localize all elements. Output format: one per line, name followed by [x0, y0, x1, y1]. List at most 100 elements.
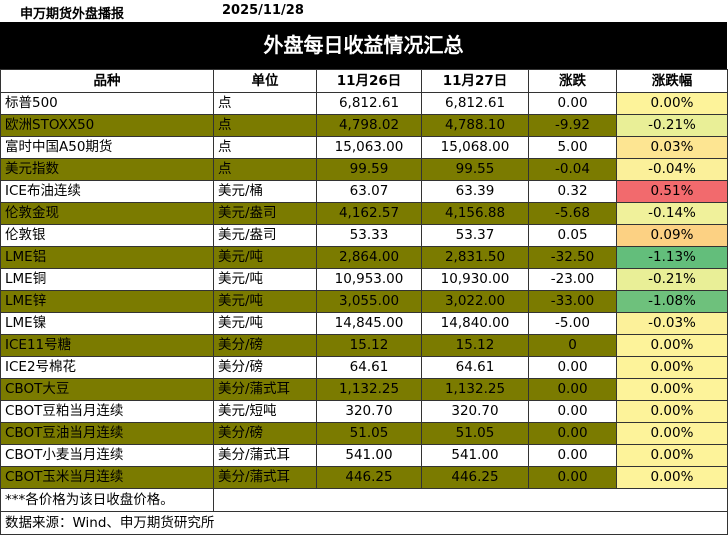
- cell-pct: -1.08%: [616, 290, 728, 313]
- cell-unit: 美分/蒲式耳: [213, 444, 317, 467]
- source-row: 数据来源：Wind、申万期货研究所: [0, 511, 728, 535]
- cell-name: 美元指数: [0, 158, 214, 181]
- cell-change: 5.00: [528, 136, 617, 159]
- column-header-date1: 11月26日: [316, 69, 422, 93]
- cell-pct: 0.00%: [616, 334, 728, 357]
- cell-unit: 美元/吨: [213, 290, 317, 313]
- cell-unit: 美元/短吨: [213, 400, 317, 423]
- table-row: LME镍 美元/吨 14,845.00 14,840.00 -5.00 -0.03%: [0, 312, 728, 335]
- cell-unit: 点: [213, 136, 317, 159]
- cell-change: -9.92: [528, 114, 617, 137]
- table-row: 富时中国A50期货点 15,063.00 15,068.00 5.00 0.03%: [0, 136, 728, 159]
- cell-date2: 99.55: [421, 158, 529, 181]
- cell-unit: 点: [213, 114, 317, 137]
- cell-date2: 320.70: [421, 400, 529, 423]
- cell-change: 0.00: [528, 356, 617, 379]
- cell-change: 0.00: [528, 444, 617, 467]
- cell-date2: 14,840.00: [421, 312, 529, 335]
- source-line: 数据来源：Wind、申万期货研究所: [0, 511, 728, 535]
- cell-change: 0.00: [528, 378, 617, 401]
- table-row: LME铜 美元/吨 10,953.00 10,930.00 -23.00 -0.21%: [0, 268, 728, 291]
- cell-unit: 美元/桶: [213, 180, 317, 203]
- cell-date2: 6,812.61: [421, 92, 529, 115]
- cell-name: ICE布油连续: [0, 180, 214, 203]
- cell-date2: 63.39: [421, 180, 529, 203]
- cell-unit: 点: [213, 158, 317, 181]
- cell-date2: 3,022.00: [421, 290, 529, 313]
- cell-unit: 美元/盎司: [213, 202, 317, 225]
- cell-name: ICE2号棉花: [0, 356, 214, 379]
- cell-name: LME镍: [0, 312, 214, 335]
- cell-date2: 541.00: [421, 444, 529, 467]
- cell-change: 0.00: [528, 422, 617, 445]
- table-row: LME锌 美元/吨 3,055.00 3,022.00 -33.00 -1.08%: [0, 290, 728, 313]
- report-source: 申万期货外盘播报: [20, 7, 125, 22]
- cell-change: 0.00: [528, 400, 617, 423]
- cell-date1: 3,055.00: [316, 290, 422, 313]
- footnote-row: ***各价格为该日收盘价格。: [0, 488, 728, 512]
- cell-date1: 53.33: [316, 224, 422, 247]
- cell-pct: 0.51%: [616, 180, 728, 203]
- cell-change: -32.50: [528, 246, 617, 269]
- cell-change: -5.68: [528, 202, 617, 225]
- cell-change: -23.00: [528, 268, 617, 291]
- cell-pct: 0.03%: [616, 136, 728, 159]
- cell-name: 标普500: [0, 92, 214, 115]
- cell-name: 富时中国A50期货: [0, 136, 214, 159]
- cell-pct: 0.00%: [616, 444, 728, 467]
- cell-change: 0.32: [528, 180, 617, 203]
- cell-date2: 15.12: [421, 334, 529, 357]
- cell-name: ICE11号糖: [0, 334, 214, 357]
- cell-date1: 51.05: [316, 422, 422, 445]
- cell-name: CBOT豆粕当月连续: [0, 400, 214, 423]
- cell-name: 伦敦金现: [0, 202, 214, 225]
- report-header: 申万期货外盘播报 2025/11/28: [0, 0, 727, 22]
- cell-date2: 446.25: [421, 466, 529, 489]
- footnote: ***各价格为该日收盘价格。: [0, 488, 214, 512]
- cell-pct: 0.00%: [616, 356, 728, 379]
- table-row: CBOT豆粕当月连续 美元/短吨 320.70 320.70 0.00 0.00%: [0, 400, 728, 423]
- cell-change: -0.04: [528, 158, 617, 181]
- table-row: 标普500 点 6,812.61 6,812.61 0.00 0.00%: [0, 92, 728, 115]
- cell-date2: 15,068.00: [421, 136, 529, 159]
- table-row: CBOT豆油当月连续 美分/磅 51.05 51.05 0.00 0.00%: [0, 422, 728, 445]
- report-title: 外盘每日收益情况汇总: [0, 22, 727, 69]
- table-row: 欧洲STOXX50 点 4,798.02 4,788.10 -9.92 -0.21%: [0, 114, 728, 137]
- cell-date1: 320.70: [316, 400, 422, 423]
- cell-name: LME铝: [0, 246, 214, 269]
- table-row: ICE2号棉花 美分/磅 64.61 64.61 0.00 0.00%: [0, 356, 728, 379]
- cell-change: -5.00: [528, 312, 617, 335]
- cell-unit: 美分/磅: [213, 422, 317, 445]
- table-row: 伦敦银 美元/盎司 53.33 53.37 0.05 0.09%: [0, 224, 728, 247]
- table-row: ICE布油连续 美元/桶 63.07 63.39 0.32 0.51%: [0, 180, 728, 203]
- cell-date1: 14,845.00: [316, 312, 422, 335]
- cell-date1: 446.25: [316, 466, 422, 489]
- cell-change: -33.00: [528, 290, 617, 313]
- table-row: CBOT大豆 美分/蒲式耳 1,132.25 1,132.25 0.00 0.00%: [0, 378, 728, 401]
- cell-pct: -0.14%: [616, 202, 728, 225]
- column-header-change: 涨跌: [528, 69, 617, 93]
- cell-pct: 0.09%: [616, 224, 728, 247]
- table-row: 伦敦金现 美元/盎司 4,162.57 4,156.88 -5.68 -0.14%: [0, 202, 728, 225]
- table-row: ICE11号糖 美分/磅 15.12 15.12 0 0.00%: [0, 334, 728, 357]
- cell-pct: 0.00%: [616, 92, 728, 115]
- cell-unit: 美元/盎司: [213, 224, 317, 247]
- cell-date1: 2,864.00: [316, 246, 422, 269]
- cell-date1: 4,798.02: [316, 114, 422, 137]
- cell-date2: 10,930.00: [421, 268, 529, 291]
- footnote-blank: [213, 488, 728, 512]
- table-row: CBOT玉米当月连续 美分/蒲式耳 446.25 446.25 0.00 0.00%: [0, 466, 728, 489]
- table-row: 美元指数点 99.59 99.55 -0.04 -0.04%: [0, 158, 728, 181]
- table-header-row: 品种 单位 11月26日 11月27日 涨跌 涨跌幅: [0, 69, 728, 93]
- cell-date1: 99.59: [316, 158, 422, 181]
- cell-pct: -1.13%: [616, 246, 728, 269]
- cell-name: CBOT小麦当月连续: [0, 444, 214, 467]
- cell-pct: -0.03%: [616, 312, 728, 335]
- cell-unit: 美分/蒲式耳: [213, 378, 317, 401]
- column-header-name: 品种: [0, 69, 214, 93]
- column-header-pct: 涨跌幅: [616, 69, 728, 93]
- cell-unit: 美分/磅: [213, 334, 317, 357]
- cell-pct: 0.00%: [616, 378, 728, 401]
- column-header-unit: 单位: [213, 69, 317, 93]
